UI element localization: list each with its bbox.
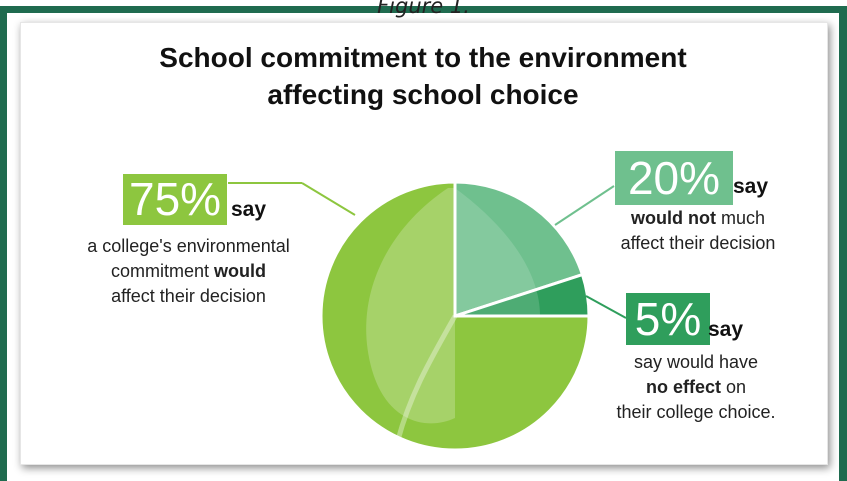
description-5-no-effect: no effect — [645, 377, 721, 397]
description-20-would-not: would not — [630, 208, 716, 228]
description-75-line-1: a college's environmental — [87, 236, 290, 256]
chart-title-line-1: School commitment to the environment — [159, 42, 687, 73]
frame-border-top — [0, 6, 847, 13]
description-20-much: much — [720, 208, 765, 228]
badge-5: 5% — [626, 293, 710, 345]
connector-75-diag — [301, 182, 356, 216]
description-20: would not much affect their decision — [600, 206, 796, 256]
description-75: a college's environmental commitment wou… — [60, 234, 317, 309]
description-5-line-1: say would have — [633, 352, 759, 372]
description-5-line-2: no effect on — [598, 375, 794, 400]
description-75-would: would — [214, 261, 267, 281]
chart-title-line-2: affecting school choice — [267, 79, 579, 110]
description-75-line-3: affect their decision — [111, 286, 266, 306]
description-20-line-1: would not much — [600, 206, 796, 231]
description-5-on: on — [726, 377, 747, 397]
leaf-icon — [366, 188, 540, 441]
figure-caption: Figure 1. — [377, 0, 470, 18]
connector-20 — [554, 185, 615, 226]
description-20-line-2: affect their decision — [620, 233, 776, 253]
pie-slice-75 — [319, 180, 591, 452]
pie-slice-20 — [453, 180, 585, 319]
say-label-5: say — [708, 318, 744, 341]
say-label-20: say — [733, 175, 769, 198]
description-75-line-2: commitment would — [60, 259, 317, 284]
say-label-75: say — [231, 198, 267, 221]
badge-20: 20% — [615, 151, 733, 205]
frame-border-left — [0, 6, 7, 481]
description-5-line-3: their college choice. — [616, 402, 776, 422]
frame-border-right — [839, 6, 847, 481]
badge-75: 75% — [123, 174, 227, 225]
connector-5 — [585, 295, 627, 319]
description-5: say would have no effect on their colleg… — [598, 350, 794, 425]
description-75-commitment: commitment — [110, 261, 209, 281]
